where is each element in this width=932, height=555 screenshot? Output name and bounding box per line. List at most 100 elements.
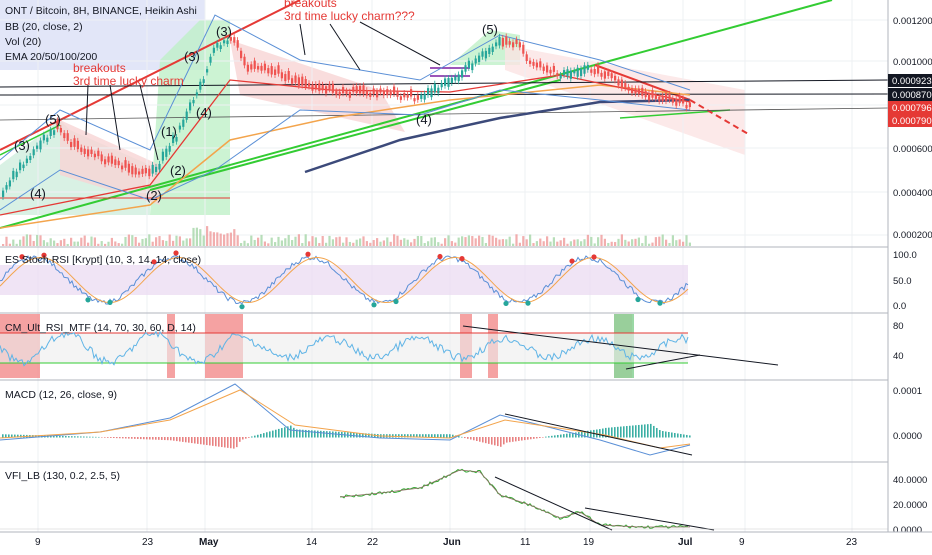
annotation-arrow bbox=[329, 23, 361, 71]
candle bbox=[291, 78, 294, 84]
macd-histogram-bar bbox=[71, 436, 73, 438]
candle bbox=[583, 65, 586, 74]
macd-histogram-bar bbox=[281, 428, 283, 438]
candle bbox=[651, 90, 654, 98]
volume-bar bbox=[624, 239, 627, 246]
volume-bar bbox=[508, 236, 511, 246]
time-tick: 9 bbox=[35, 537, 41, 548]
time-axis[interactable]: 9 23 May 14 22 Jun 11 19 Jul 9 23 bbox=[0, 531, 932, 550]
green-trendline bbox=[149, 79, 561, 191]
macd-histogram-bar bbox=[569, 433, 571, 438]
volume-bar bbox=[654, 237, 657, 246]
macd-histogram-bar bbox=[326, 431, 328, 438]
wave-label: (4) bbox=[30, 186, 46, 201]
macd-histogram-bar bbox=[446, 434, 448, 438]
candle bbox=[158, 163, 161, 170]
macd-trendline bbox=[504, 413, 693, 456]
macd-histogram-bar bbox=[188, 437, 190, 443]
volume-bar bbox=[362, 236, 365, 246]
price-tag-4 bbox=[888, 114, 932, 127]
candle bbox=[90, 149, 93, 154]
macd-histogram-bar bbox=[473, 437, 475, 441]
candle bbox=[498, 36, 501, 46]
candle bbox=[352, 86, 355, 93]
candle bbox=[5, 185, 8, 190]
volume-bar bbox=[348, 241, 351, 246]
rsi-pane bbox=[0, 314, 779, 378]
volume-bar bbox=[416, 235, 419, 246]
macd-histogram-bar bbox=[548, 436, 550, 438]
candle bbox=[566, 69, 569, 77]
candle bbox=[461, 70, 464, 78]
candle bbox=[678, 95, 681, 104]
macd-histogram-bar bbox=[11, 434, 13, 438]
candle bbox=[661, 95, 664, 102]
volume-bar bbox=[121, 243, 124, 246]
macd-histogram-bar bbox=[518, 437, 520, 441]
volume-bar bbox=[90, 236, 93, 246]
volume-bar bbox=[603, 238, 606, 246]
candle bbox=[464, 65, 467, 72]
macd-histogram-bar bbox=[86, 436, 88, 438]
candle bbox=[369, 92, 372, 97]
candle bbox=[131, 166, 134, 175]
candle bbox=[223, 40, 226, 44]
candle bbox=[382, 90, 385, 96]
stoch-rsi-pane bbox=[0, 250, 689, 310]
candle bbox=[93, 153, 96, 158]
volume-bar bbox=[457, 237, 460, 246]
volume-bar bbox=[5, 236, 8, 246]
candle bbox=[600, 72, 603, 77]
macd-histogram-bar bbox=[215, 437, 217, 447]
volume-bar bbox=[311, 236, 314, 246]
volume-bar bbox=[325, 242, 328, 246]
volume-bar bbox=[433, 237, 436, 246]
volume-bar bbox=[138, 242, 141, 246]
volume-bar bbox=[158, 236, 161, 246]
volume-bar bbox=[32, 240, 35, 246]
volume-bar bbox=[304, 234, 307, 246]
candle bbox=[114, 159, 117, 166]
candle bbox=[12, 170, 15, 180]
candle bbox=[175, 136, 178, 142]
macd-histogram-bar bbox=[623, 426, 625, 438]
volume-bar bbox=[365, 241, 368, 246]
candle bbox=[617, 79, 620, 86]
volume-bar bbox=[671, 235, 674, 246]
macd-histogram-bar bbox=[113, 437, 115, 439]
indicator-vol: Vol (20) bbox=[5, 36, 41, 48]
price-tag-3 bbox=[888, 101, 932, 114]
macd-histogram-bar bbox=[662, 431, 664, 438]
volume-bar bbox=[342, 242, 345, 246]
macd-histogram-bar bbox=[599, 429, 601, 438]
macd-histogram-bar bbox=[371, 433, 373, 438]
candle bbox=[280, 72, 283, 79]
volume-bar bbox=[280, 240, 283, 246]
macd-histogram-bar bbox=[221, 437, 223, 448]
volume-bar bbox=[495, 237, 498, 246]
volume-bar bbox=[634, 238, 637, 246]
macd-histogram-bar bbox=[65, 436, 67, 438]
price-pane bbox=[0, 0, 889, 246]
macd-histogram-bar bbox=[38, 435, 40, 438]
volume-bar bbox=[76, 241, 79, 246]
indicator-bb: BB (20, close, 2) bbox=[5, 21, 83, 33]
candle bbox=[671, 98, 674, 103]
vfi-tick: 0.0000 bbox=[893, 525, 922, 536]
volume-bar bbox=[206, 226, 209, 246]
wave-label: (2) bbox=[146, 188, 162, 203]
macd-histogram-bar bbox=[170, 437, 172, 441]
macd-histogram-bar bbox=[482, 437, 484, 443]
stoch-oversold-dot bbox=[635, 296, 641, 303]
volume-bar bbox=[175, 235, 178, 246]
wave-label: (2) bbox=[170, 163, 186, 178]
macd-histogram-bar bbox=[458, 436, 460, 438]
macd-title: MACD (12, 26, close, 9) bbox=[5, 389, 117, 401]
macd-histogram-bar bbox=[239, 437, 241, 442]
macd-histogram-bar bbox=[245, 437, 247, 439]
candle bbox=[376, 90, 379, 98]
volume-bar bbox=[328, 235, 331, 246]
